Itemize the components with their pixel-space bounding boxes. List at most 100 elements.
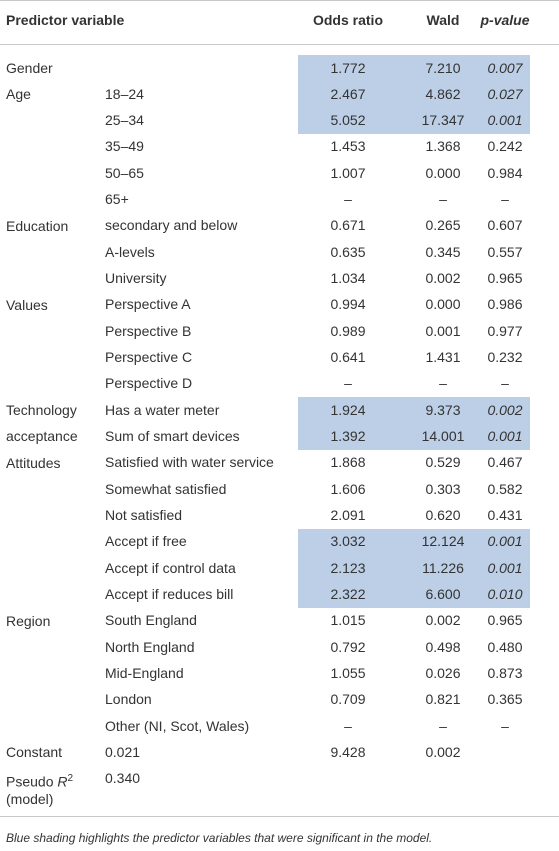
row-group: Pseudo R2 (model) (6, 770, 73, 808)
p-value: – (501, 375, 509, 392)
odds-ratio: – (344, 375, 352, 392)
row-sub: North England (105, 638, 195, 655)
highlight (298, 107, 530, 135)
row-sub: 18–24 (105, 85, 144, 102)
row-sub: University (105, 270, 167, 287)
row-sub: Perspective C (105, 349, 193, 366)
row-sub: Has a water meter (105, 401, 220, 418)
wald: – (439, 191, 447, 208)
odds-ratio: 5.052 (330, 112, 366, 129)
highlight (298, 555, 530, 582)
header-predictor: Predictor variable (6, 12, 125, 28)
wald: 0.000 (425, 296, 461, 313)
odds-ratio: 0.792 (330, 638, 366, 655)
row-sub: 25–34 (105, 112, 144, 129)
odds-ratio: 1.868 (330, 454, 366, 471)
odds-ratio: 0.635 (330, 243, 366, 260)
p-value: 0.001 (487, 559, 523, 576)
highlight (298, 528, 530, 556)
odds-ratio: 2.467 (330, 85, 366, 102)
p-value: 0.010 (487, 585, 523, 602)
p-value: 0.232 (487, 349, 523, 366)
p-value: 0.965 (487, 270, 523, 287)
p-value: – (501, 717, 509, 734)
wald: – (439, 375, 447, 392)
row-sub: Mid-England (105, 664, 184, 681)
row-group: Age (6, 86, 31, 103)
highlight (298, 81, 530, 109)
wald: 0.002 (425, 270, 461, 287)
row-group: Technology acceptance (6, 402, 78, 445)
wald: 7.210 (425, 59, 461, 76)
highlight (298, 397, 530, 424)
label-var: R (57, 773, 68, 790)
row-group: Constant (6, 744, 63, 761)
row-group: Gender (6, 60, 53, 76)
odds-ratio: 0.671 (330, 217, 366, 234)
footnote: Blue shading highlights the predictor va… (6, 831, 433, 845)
odds-ratio: 1.453 (330, 138, 366, 155)
header-odds: Odds ratio (312, 12, 383, 28)
odds-ratio: 2.123 (330, 559, 366, 576)
header-p: p-value (480, 12, 530, 28)
odds-ratio: 1.392 (330, 427, 366, 444)
odds-ratio: 0.641 (330, 349, 366, 366)
wald: 12.124 (421, 533, 465, 550)
p-value: 0.977 (487, 322, 523, 339)
row-sub: Sum of smart devices (105, 427, 240, 444)
wald: 0.001 (425, 322, 461, 339)
p-value: – (501, 191, 509, 208)
bottom-rule (0, 816, 559, 817)
row-sub: Other (NI, Scot, Wales) (105, 717, 250, 734)
wald: 1.431 (425, 349, 461, 366)
row-sub: 0.021 (105, 743, 141, 760)
odds-ratio: 1.772 (330, 59, 366, 76)
row-group: Education (6, 217, 69, 234)
row-sub: 65+ (105, 191, 129, 208)
label-sup: 2 (67, 773, 74, 785)
odds-ratio: 1.034 (330, 270, 366, 287)
odds-ratio: 1.606 (330, 480, 366, 497)
p-value: 0.480 (487, 638, 523, 655)
row-group: Region (6, 612, 51, 629)
header-rule (0, 44, 559, 45)
odds-ratio: 1.015 (330, 612, 366, 629)
wald: 0.821 (425, 691, 461, 708)
odds-ratio: 0.709 (330, 691, 366, 708)
wald: 0.026 (425, 664, 461, 681)
row-sub: Accept if control data (105, 559, 236, 576)
p-value: 0.984 (487, 164, 523, 181)
row-sub: Perspective B (105, 322, 192, 339)
odds-ratio: 0.994 (330, 296, 366, 313)
wald: 1.368 (425, 138, 461, 155)
row-sub: South England (105, 612, 197, 629)
p-value: 0.965 (487, 612, 523, 629)
wald: 14.001 (421, 427, 465, 444)
row-sub: 50–65 (105, 164, 144, 181)
wald: 4.862 (425, 85, 461, 102)
odds-ratio: 1.055 (330, 664, 366, 681)
odds-ratio: 3.032 (330, 533, 366, 550)
odds-ratio: 9.428 (330, 743, 366, 760)
p-value: 0.001 (487, 533, 523, 550)
label-note: (model) (6, 790, 54, 807)
wald: 0.000 (425, 164, 461, 181)
header-wald: Wald (426, 12, 460, 28)
row-sub: Not satisfied (105, 506, 183, 523)
odds-ratio: – (344, 191, 352, 208)
row-sub: 0.340 (105, 770, 141, 787)
wald: 0.498 (425, 638, 461, 655)
highlight (298, 581, 530, 609)
row-sub: Somewhat satisfied (105, 480, 227, 497)
row-sub: Satisfied with water service (105, 454, 274, 471)
wald: 0.345 (425, 243, 461, 260)
p-value: 0.607 (487, 217, 523, 234)
wald: 0.002 (425, 612, 461, 629)
p-value: 0.986 (487, 296, 523, 313)
p-value: 0.002 (487, 401, 523, 418)
wald: 17.347 (421, 112, 465, 129)
p-value: 0.027 (487, 85, 523, 102)
row-sub: secondary and below (105, 217, 238, 234)
odds-ratio: 0.989 (330, 322, 366, 339)
